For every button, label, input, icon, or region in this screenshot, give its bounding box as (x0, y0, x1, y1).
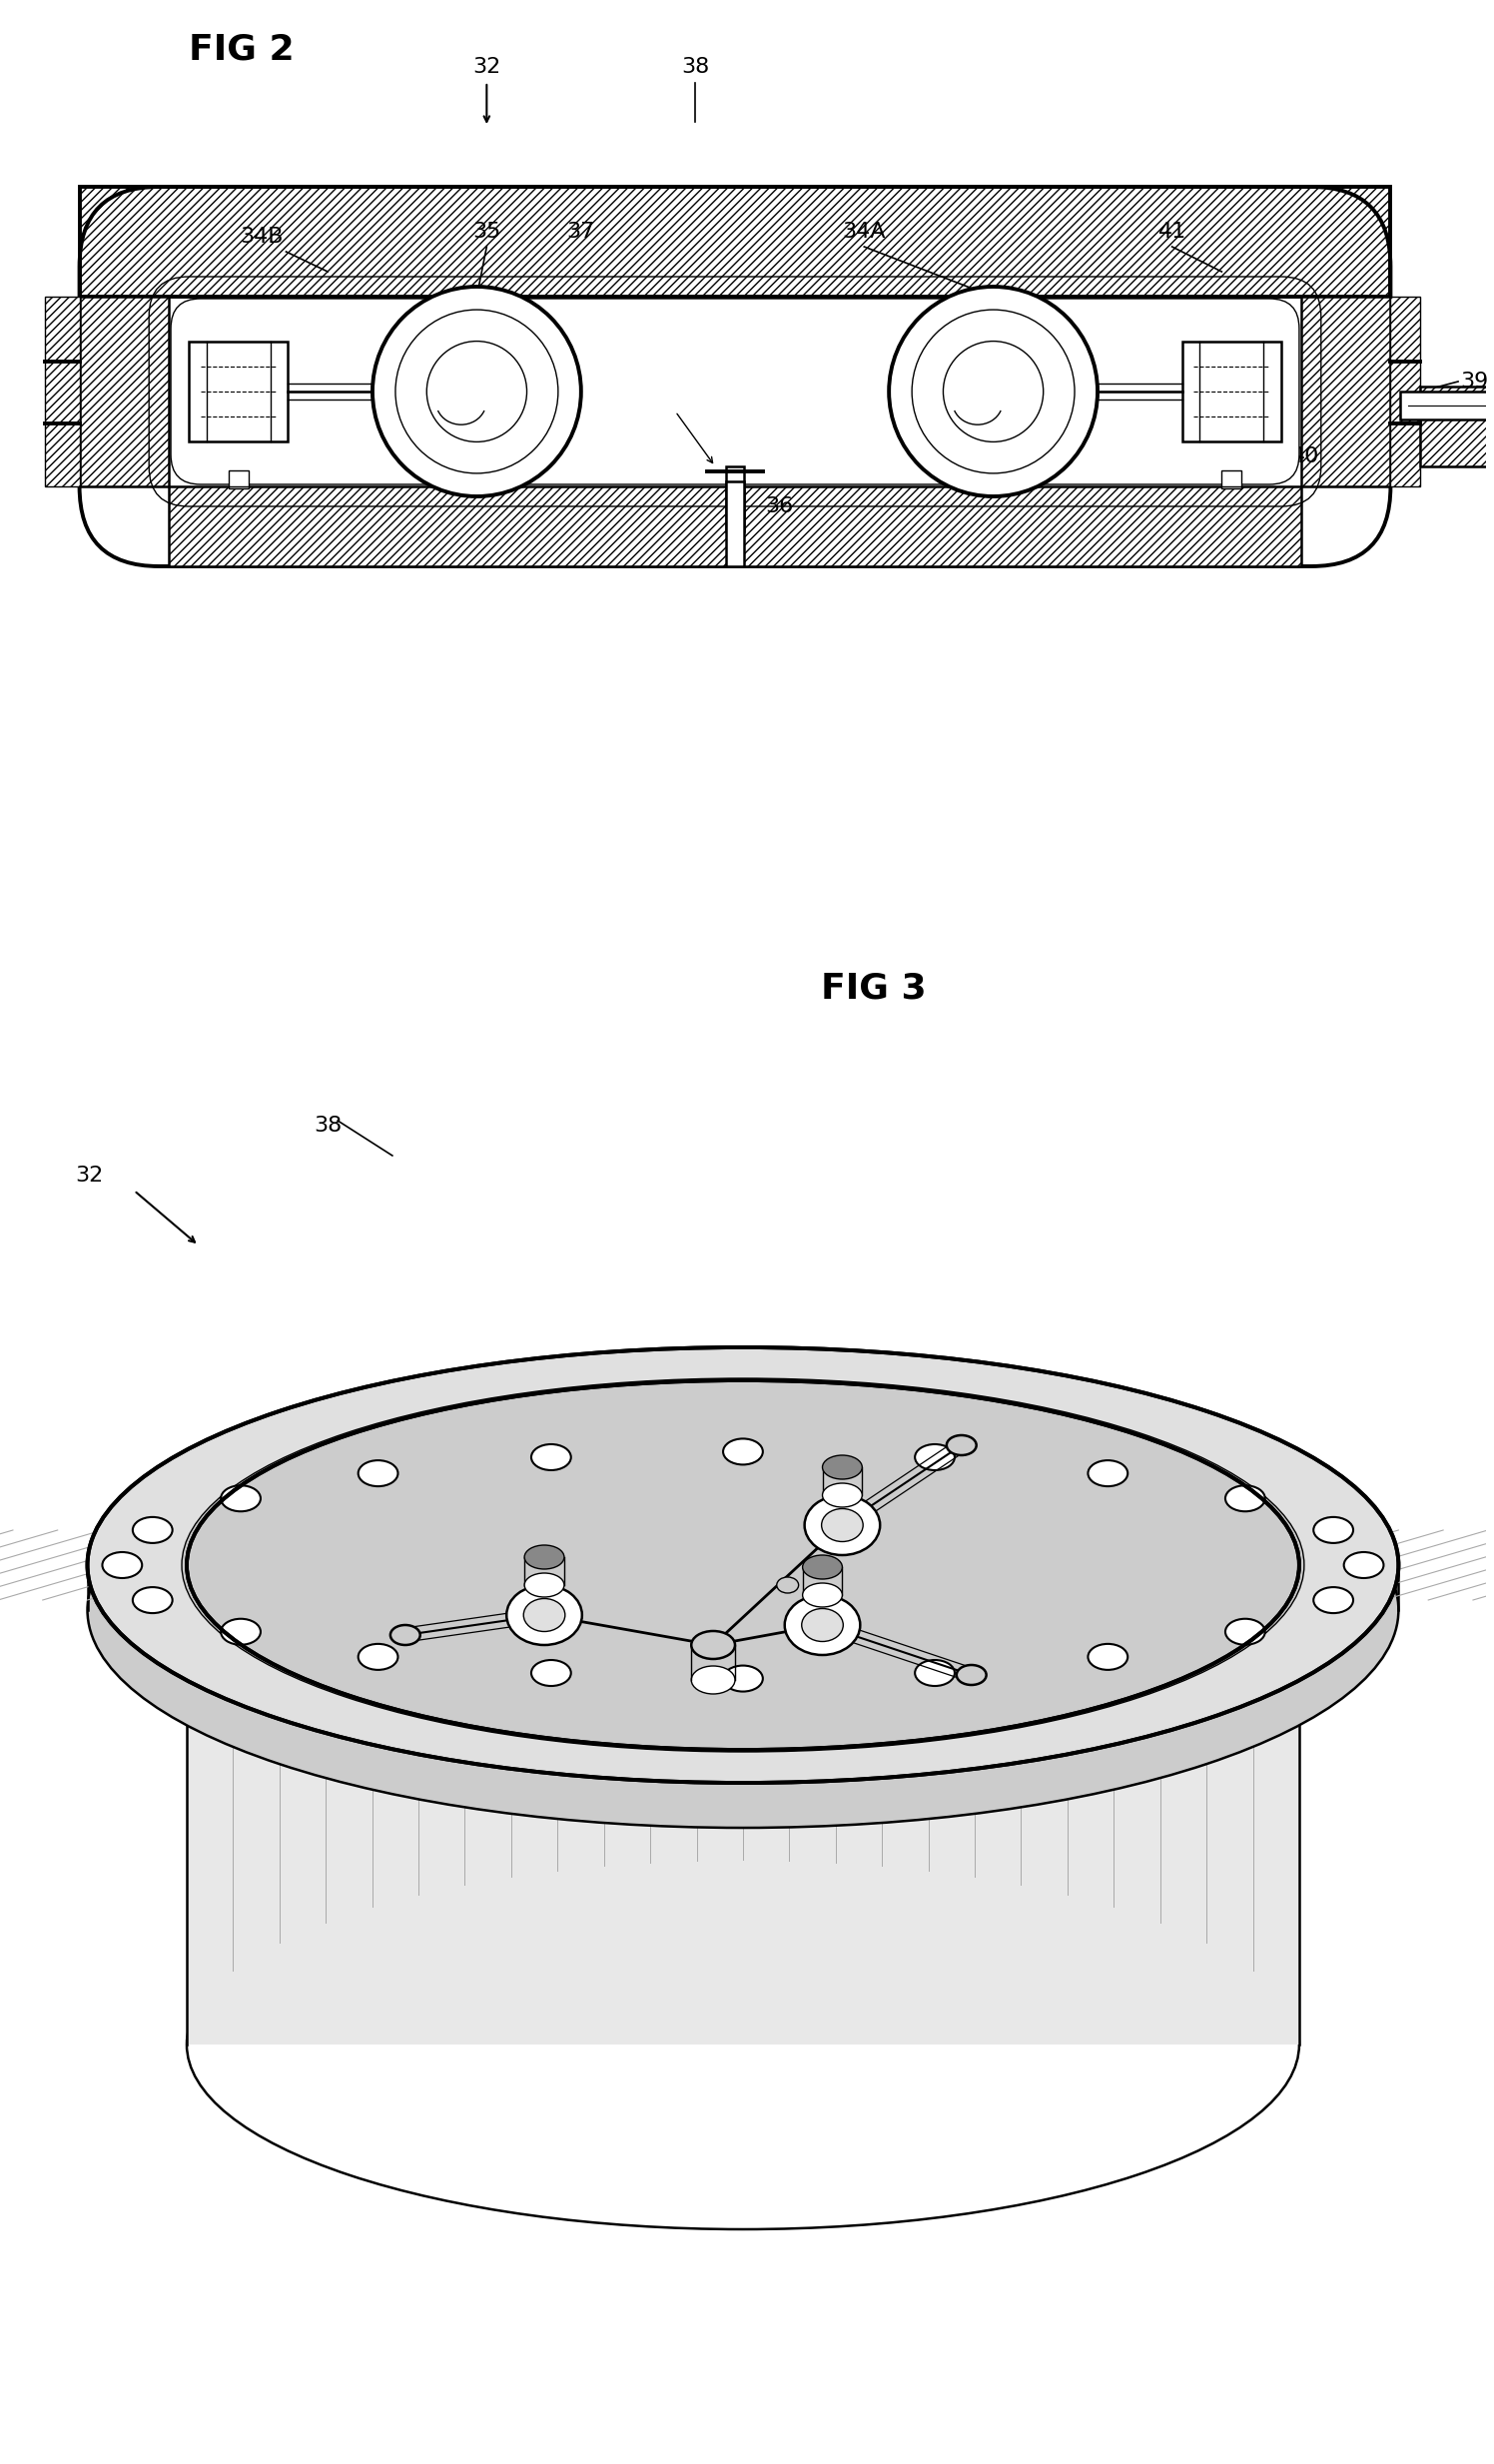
Ellipse shape (723, 1439, 763, 1464)
Text: 35: 35 (472, 222, 500, 241)
Ellipse shape (133, 1518, 172, 1542)
Ellipse shape (822, 1508, 864, 1542)
Text: 62: 62 (695, 1520, 722, 1540)
FancyBboxPatch shape (170, 298, 1300, 485)
Text: 60: 60 (680, 1730, 708, 1749)
Bar (726, 466, 744, 532)
Text: 39: 39 (1460, 372, 1488, 392)
Text: 38: 38 (314, 1116, 342, 1136)
Ellipse shape (723, 1666, 763, 1690)
Ellipse shape (524, 1572, 565, 1597)
Ellipse shape (506, 1584, 583, 1646)
Text: 34B: 34B (941, 1385, 985, 1404)
Ellipse shape (1088, 1461, 1128, 1486)
Ellipse shape (359, 1643, 397, 1671)
Ellipse shape (914, 1661, 955, 1685)
Text: 38: 38 (681, 57, 710, 76)
Bar (1400, 392, 1494, 419)
Ellipse shape (1345, 1552, 1383, 1577)
Bar (169, 485, 1301, 567)
Ellipse shape (102, 1552, 142, 1577)
Ellipse shape (182, 1377, 1304, 1752)
Ellipse shape (187, 1380, 1300, 1749)
Ellipse shape (692, 1666, 735, 1693)
Text: FIG 3: FIG 3 (822, 971, 926, 1005)
Ellipse shape (784, 1594, 861, 1656)
Ellipse shape (532, 1444, 571, 1471)
Ellipse shape (802, 1555, 843, 1579)
Text: 32: 32 (75, 1165, 103, 1185)
Text: 40: 40 (1291, 446, 1319, 466)
Ellipse shape (1313, 1518, 1354, 1542)
Bar (45, 296, 79, 485)
Bar (1421, 387, 1494, 466)
Text: 32: 32 (472, 57, 500, 76)
Ellipse shape (88, 1392, 1398, 1828)
Ellipse shape (1088, 1643, 1128, 1671)
Text: FIG 2: FIG 2 (188, 32, 294, 67)
Ellipse shape (133, 1587, 172, 1614)
Ellipse shape (914, 1444, 955, 1471)
Ellipse shape (802, 1609, 843, 1641)
Ellipse shape (359, 1461, 397, 1486)
Ellipse shape (802, 1582, 843, 1607)
Text: 34A: 34A (941, 1535, 985, 1555)
Ellipse shape (221, 1486, 260, 1510)
Ellipse shape (532, 1661, 571, 1685)
Ellipse shape (187, 1860, 1300, 2230)
Text: 41: 41 (1158, 222, 1186, 241)
Ellipse shape (692, 1631, 735, 1658)
Ellipse shape (221, 1619, 260, 1646)
Text: 34B: 34B (239, 227, 282, 246)
Bar (1182, 342, 1282, 441)
Ellipse shape (1313, 1587, 1354, 1614)
Bar (188, 342, 288, 441)
Circle shape (889, 286, 1098, 495)
Ellipse shape (390, 1626, 420, 1646)
Text: 34C: 34C (463, 1685, 506, 1705)
Text: 34A: 34A (843, 222, 886, 241)
Ellipse shape (777, 1577, 799, 1594)
Bar (726, 480, 744, 567)
Bar (79, 187, 1391, 296)
Ellipse shape (212, 1390, 1274, 1742)
Ellipse shape (205, 1387, 1282, 1745)
Ellipse shape (1225, 1619, 1265, 1646)
Bar (79, 296, 169, 485)
Ellipse shape (1225, 1486, 1265, 1510)
Ellipse shape (822, 1483, 862, 1508)
Bar (1301, 296, 1391, 485)
Ellipse shape (805, 1496, 880, 1555)
Bar (229, 471, 248, 488)
Circle shape (372, 286, 581, 495)
Text: 36: 36 (765, 495, 793, 517)
Ellipse shape (956, 1666, 986, 1685)
Bar (1391, 296, 1421, 485)
Ellipse shape (947, 1434, 977, 1456)
Ellipse shape (822, 1456, 862, 1478)
Bar (187, 1565, 1300, 2045)
Ellipse shape (524, 1545, 565, 1570)
Ellipse shape (88, 1348, 1398, 1784)
Ellipse shape (523, 1599, 565, 1631)
Text: 37: 37 (566, 222, 595, 241)
Bar (1222, 471, 1242, 488)
